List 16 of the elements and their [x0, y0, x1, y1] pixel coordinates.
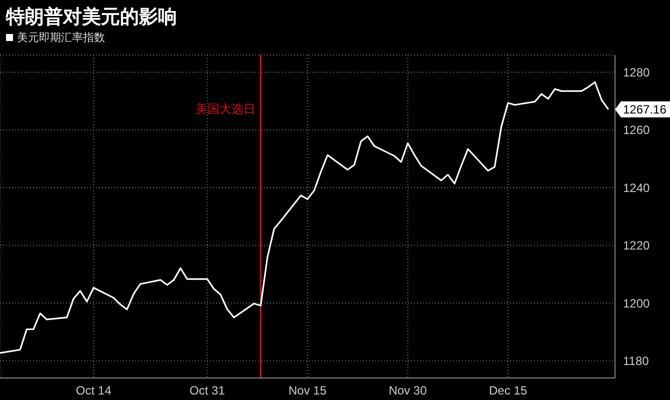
legend-label: 美元即期汇率指数 — [17, 30, 105, 45]
x-tick-label: Dec 15 — [489, 384, 528, 398]
x-tick-label: Nov 30 — [388, 384, 428, 398]
y-tick-label: 1180 — [623, 354, 650, 368]
chart-title: 特朗普对美元的影响 — [6, 5, 177, 30]
y-tick-label: 1200 — [623, 296, 650, 310]
y-tick-label: 1240 — [623, 180, 650, 195]
y-tick-label: 1220 — [623, 238, 650, 253]
y-tick-label: 1260 — [623, 123, 650, 138]
data-label: 1267.16 — [623, 102, 667, 116]
ref-line-label: 美国大选日 — [196, 102, 256, 116]
line-series — [0, 81, 610, 354]
x-tick-label: Nov 15 — [288, 384, 327, 398]
x-tick-label: Oct 31 — [190, 384, 226, 398]
y-tick-label: 1280 — [623, 66, 650, 80]
x-tick-label: Oct 14 — [76, 384, 112, 398]
